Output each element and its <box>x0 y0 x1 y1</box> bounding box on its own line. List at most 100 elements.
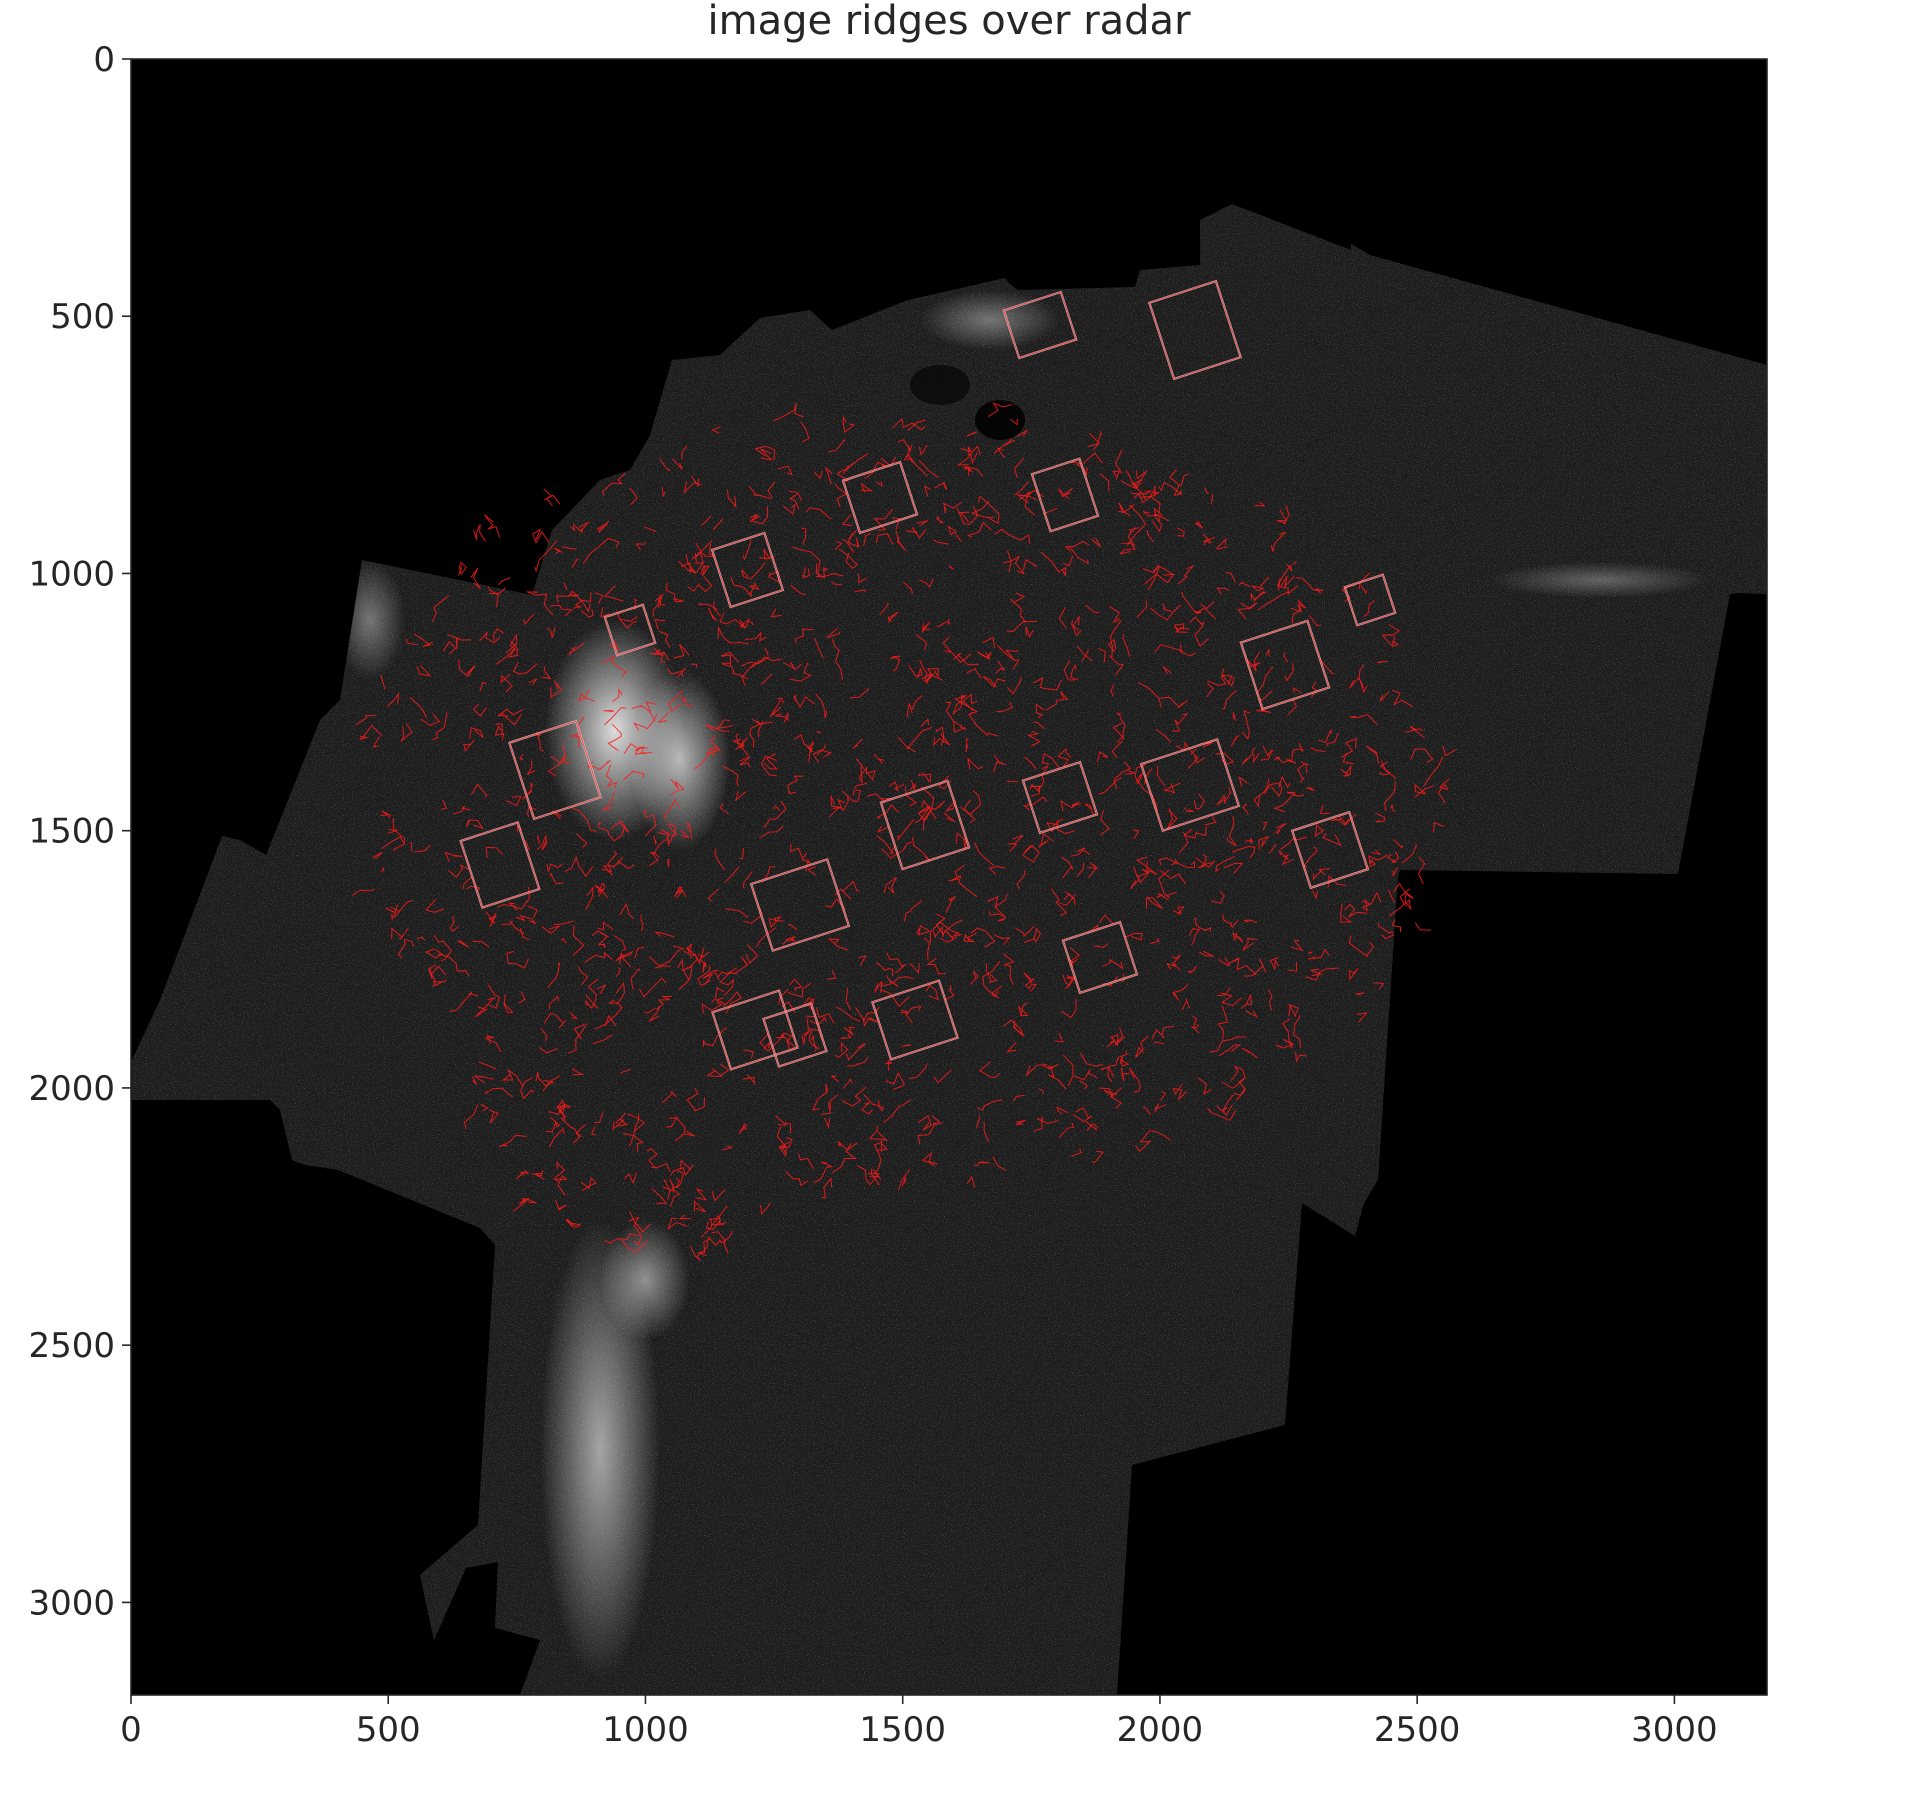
ridge-segment <box>1114 449 1123 474</box>
ridge-segment <box>400 723 413 742</box>
ridge-segment <box>554 547 563 555</box>
ridge-segment <box>619 951 632 968</box>
ridge-segment <box>982 636 996 648</box>
ridge-segment <box>526 760 536 776</box>
ridge-segment <box>1127 526 1137 547</box>
ridge-segment <box>1318 868 1330 876</box>
ridge-segment <box>1250 576 1270 592</box>
ridge-segment <box>1085 604 1099 614</box>
ridge-segment <box>431 595 450 623</box>
y-tick-label: 2000 <box>28 1069 115 1109</box>
ridge-segment <box>954 695 978 716</box>
ridge-segment <box>877 825 889 833</box>
ridge-segment <box>550 680 563 699</box>
ridge-segment <box>1089 432 1100 451</box>
ridge-segment <box>933 734 950 747</box>
ridge-segment <box>385 904 399 921</box>
ridge-segment <box>1160 1090 1167 1101</box>
ridge-segment <box>1222 914 1231 925</box>
ridge-segment <box>1365 745 1379 764</box>
ridge-segment <box>888 1059 891 1071</box>
ridge-segment <box>952 696 963 715</box>
ridge-segment <box>1061 999 1077 1019</box>
ridge-segment <box>607 723 622 752</box>
ridge-segment <box>413 633 434 647</box>
ridge-segment <box>1162 603 1172 612</box>
ridge-segment <box>680 829 690 838</box>
ridge-segment <box>597 886 605 898</box>
ridge-segment <box>816 1007 835 1024</box>
ridge-segment <box>1253 778 1270 808</box>
ridge-segment <box>745 944 759 964</box>
ridge-segment <box>508 902 518 911</box>
ridge-segment <box>1381 633 1399 647</box>
ridge-segment <box>672 458 683 470</box>
ridge-outline <box>711 532 784 608</box>
ridge-segment <box>1062 974 1070 990</box>
ridge-segment <box>1101 958 1124 970</box>
ridge-segment <box>1319 804 1330 815</box>
ridge-segment <box>945 896 956 913</box>
ridge-segment <box>1255 666 1274 695</box>
ridge-segment <box>1054 1032 1064 1043</box>
ridge-segment <box>457 939 469 948</box>
ridge-segment <box>1154 514 1169 522</box>
ridge-segment <box>537 835 541 845</box>
ridge-segment <box>1268 989 1273 1011</box>
y-tick-label: 1500 <box>28 812 115 852</box>
ridge-segment <box>1130 492 1153 504</box>
ridge-segment <box>549 1127 565 1148</box>
ridge-segment <box>944 985 955 1001</box>
ridge-segment <box>782 935 796 945</box>
ridge-segment <box>876 961 894 976</box>
ridge-segment <box>555 1174 568 1196</box>
ridge-segment <box>1363 600 1375 618</box>
ridge-segment <box>734 956 749 975</box>
ridge-segment <box>478 1061 497 1070</box>
ridge-segment <box>663 798 680 821</box>
ridge-segment <box>605 764 618 789</box>
ridge-segment <box>541 925 560 935</box>
ridge-segment <box>742 539 752 561</box>
ridge-segment <box>707 888 719 902</box>
ridge-segment <box>488 984 501 1009</box>
ridge-segment <box>1319 659 1334 675</box>
ridge-segment <box>1197 854 1212 869</box>
ridge-segment <box>556 1104 566 1121</box>
ridge-segment <box>964 799 976 823</box>
ridge-segment <box>1122 634 1131 657</box>
ridge-segment <box>359 724 383 740</box>
ridge-segment <box>908 445 913 452</box>
ridge-segment <box>1017 1002 1029 1017</box>
ridge-segment <box>1209 1036 1247 1053</box>
ridge-segment <box>622 1133 644 1153</box>
axes-frame <box>130 58 1768 1696</box>
ridge-segment <box>1368 854 1388 866</box>
ridge-segment <box>1070 1148 1082 1157</box>
ridge-segment <box>1135 856 1158 876</box>
ridge-segment <box>743 871 753 889</box>
ridge-segment <box>612 688 623 703</box>
ridge-segment <box>921 1152 938 1167</box>
ridge-segment <box>1278 850 1289 861</box>
ridge-segment <box>654 931 675 938</box>
ridge-segment <box>772 402 804 422</box>
ridge-segment <box>1218 1044 1241 1057</box>
ridge-segment <box>739 618 755 629</box>
ridge-segment <box>526 591 554 616</box>
ridge-outline <box>508 720 602 820</box>
ridge-segment <box>1243 919 1258 924</box>
ridge-segment <box>734 791 747 802</box>
ridge-segment <box>842 1078 853 1089</box>
ridge-segment <box>1186 965 1198 974</box>
ridge-segment <box>500 673 513 693</box>
ridge-segment <box>953 721 967 730</box>
ridge-segment <box>1130 866 1141 890</box>
ridge-segment <box>1124 932 1143 941</box>
ridge-segment <box>1269 956 1280 970</box>
ridge-segment <box>624 1172 637 1185</box>
ridge-segment <box>498 708 524 716</box>
ridge-segment <box>1064 540 1089 552</box>
ridge-segment <box>756 720 764 726</box>
ridge-segment <box>802 567 811 579</box>
